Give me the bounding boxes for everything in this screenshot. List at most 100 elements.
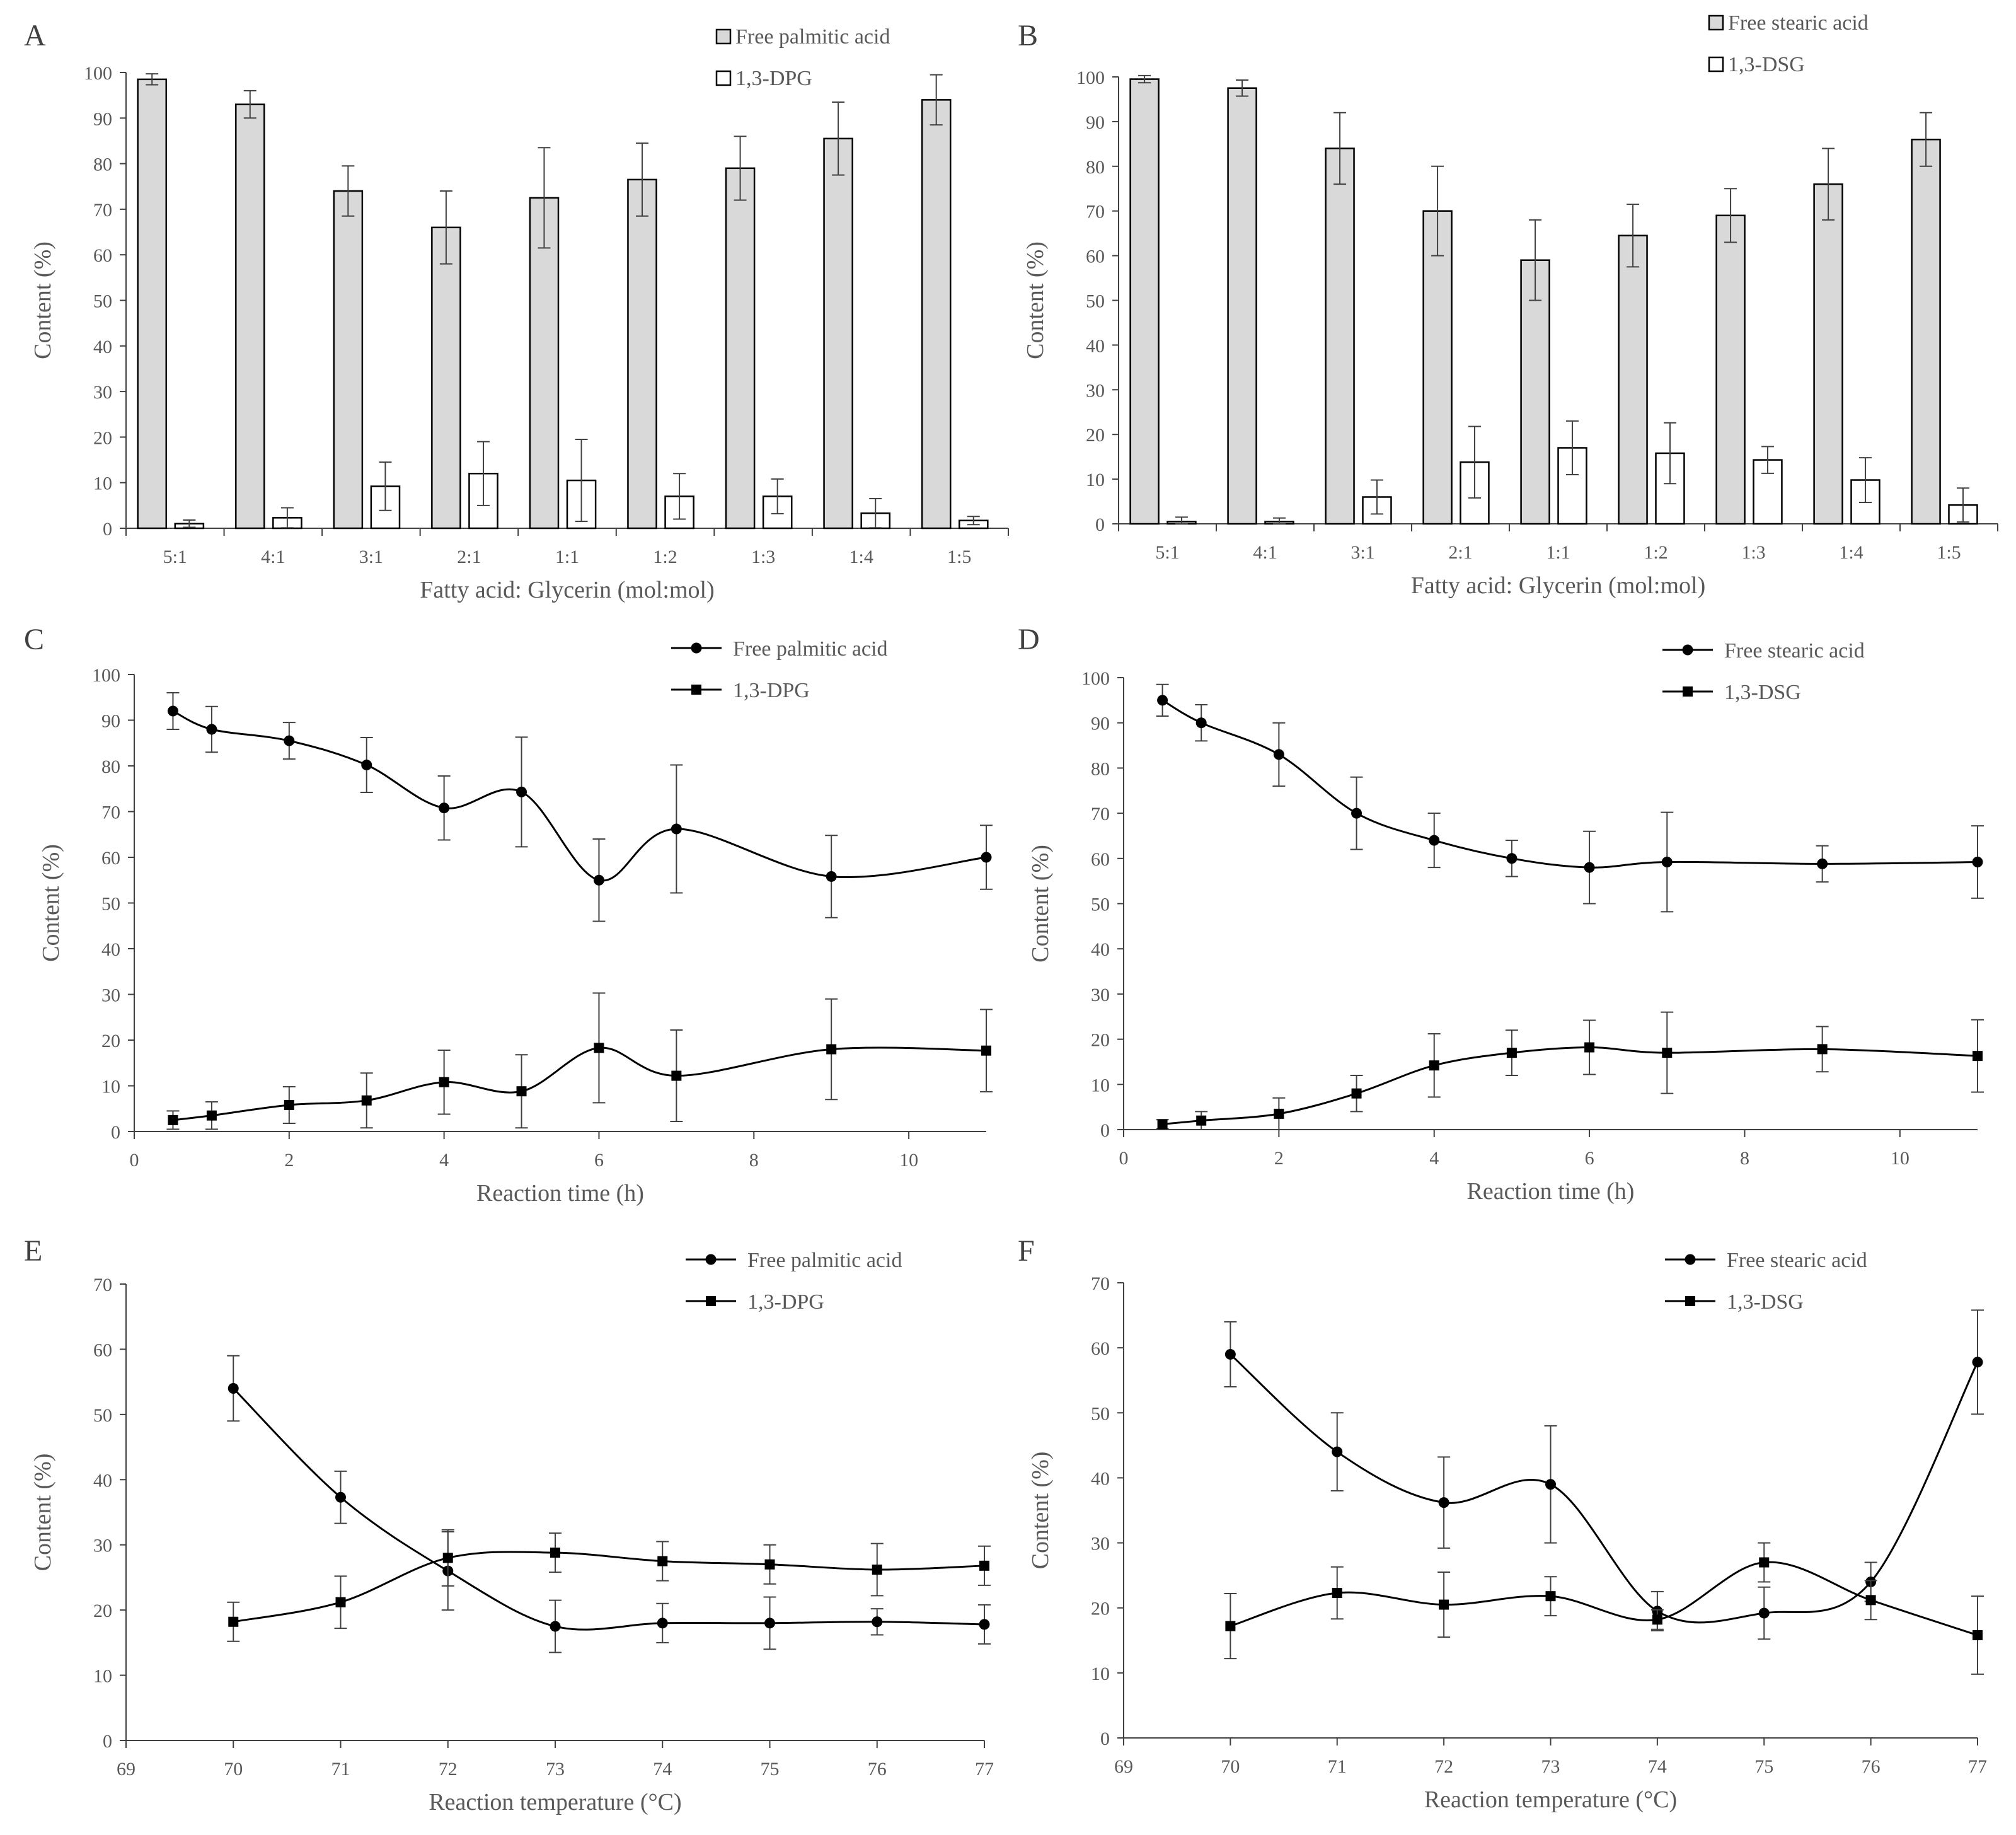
data-point-circle [1972, 1357, 1983, 1368]
x-tick-label: 73 [1541, 1756, 1560, 1777]
x-tick-label: 1:4 [1839, 542, 1863, 563]
y-tick-label: 60 [1091, 849, 1110, 870]
y-tick-label: 30 [93, 1536, 112, 1556]
legend-marker [706, 1296, 716, 1306]
y-tick-label: 30 [101, 985, 120, 1006]
bar-diglyceride [1655, 452, 1685, 525]
x-tick-label: 2:1 [1448, 542, 1472, 563]
bar-free-acid [823, 137, 853, 530]
legend-marker [691, 685, 701, 695]
bar-free-acid [1715, 214, 1746, 525]
data-point-circle [1972, 857, 1983, 868]
bar-free-acid [1422, 210, 1453, 525]
y-axis-title: Content (%) [1027, 845, 1054, 963]
y-tick-label: 100 [1076, 67, 1105, 88]
panel-label: A [24, 19, 46, 52]
data-point-circle [1157, 695, 1168, 706]
data-point-circle [516, 786, 527, 797]
y-tick-label: 70 [101, 802, 120, 823]
x-tick-label: 1:1 [555, 547, 579, 567]
y-tick-label: 0 [111, 1122, 120, 1143]
y-tick-label: 20 [1086, 425, 1105, 446]
data-point-circle [1545, 1479, 1556, 1490]
data-point-circle [1429, 835, 1440, 846]
x-tick-label: 4:1 [1253, 542, 1277, 563]
legend-swatch [715, 28, 732, 45]
bar-free-acid [1129, 78, 1160, 525]
data-point-square [1196, 1115, 1207, 1126]
y-axis-title: Content (%) [30, 241, 56, 359]
data-point-square [1274, 1108, 1284, 1119]
x-tick-label: 5:1 [163, 547, 187, 567]
y-tick-label: 50 [93, 291, 112, 312]
y-axis-title: Content (%) [1022, 241, 1049, 359]
y-tick-label: 20 [93, 1601, 112, 1621]
x-tick-label: 3:1 [1351, 542, 1374, 563]
legend-label: Free stearic acid [1728, 11, 1869, 35]
x-tick-label: 2 [284, 1150, 294, 1171]
legend-swatch [1708, 56, 1724, 72]
y-tick-label: 70 [1091, 804, 1110, 825]
data-point-square [1225, 1621, 1236, 1631]
data-point-square [764, 1559, 775, 1570]
y-tick-label: 10 [93, 473, 112, 494]
y-tick-label: 50 [101, 894, 120, 915]
series-line-diglyceride [1230, 1561, 1978, 1636]
data-point-square [439, 1077, 449, 1087]
y-tick-label: 50 [1086, 291, 1105, 312]
data-point-square [1973, 1051, 1983, 1062]
x-tick-label: 4:1 [261, 547, 285, 567]
y-tick-label: 40 [93, 1470, 112, 1491]
data-point-circle [1273, 749, 1284, 760]
x-axis-title: Reaction temperature (°C) [429, 1789, 681, 1815]
y-tick-label: 80 [93, 154, 112, 175]
y-axis-title: Content (%) [1027, 1452, 1054, 1570]
data-point-circle [1506, 853, 1518, 864]
y-tick-label: 20 [1091, 1599, 1110, 1619]
data-point-circle [1661, 857, 1673, 868]
data-point-square [1584, 1042, 1595, 1053]
y-tick-label: 20 [101, 1031, 120, 1051]
y-axis-title: Content (%) [38, 844, 64, 962]
y-tick-label: 80 [101, 756, 120, 777]
data-point-circle [872, 1616, 883, 1628]
y-tick-label: 40 [93, 337, 112, 357]
data-point-square [516, 1086, 527, 1097]
data-point-circle [979, 1619, 990, 1630]
y-tick-label: 30 [1091, 985, 1110, 1005]
data-point-square [981, 1045, 991, 1056]
x-tick-label: 0 [130, 1150, 139, 1171]
x-tick-label: 10 [899, 1150, 918, 1171]
y-tick-label: 40 [1086, 335, 1105, 356]
bar-free-acid [1227, 87, 1257, 525]
x-tick-label: 1:2 [653, 547, 677, 567]
data-point-circle [671, 823, 682, 835]
legend-label: 1,3-DPG [735, 67, 812, 90]
y-tick-label: 90 [1086, 112, 1105, 133]
y-tick-label: 80 [1091, 758, 1110, 779]
x-tick-label: 1:4 [849, 547, 873, 567]
y-tick-label: 90 [1091, 714, 1110, 734]
x-tick-label: 75 [761, 1759, 780, 1780]
data-point-square [335, 1597, 346, 1607]
x-tick-label: 2:1 [457, 547, 481, 567]
data-point-square [1865, 1595, 1876, 1606]
bar-free-acid [333, 190, 364, 530]
series-line-free-acid [1161, 699, 1978, 869]
data-point-square [1662, 1048, 1673, 1058]
x-tick-label: 72 [1434, 1756, 1453, 1777]
y-tick-label: 20 [1091, 1030, 1110, 1051]
x-tick-label: 1:5 [947, 547, 971, 567]
x-axis-title: Reaction time (h) [476, 1180, 644, 1207]
y-tick-label: 30 [93, 382, 112, 403]
legend-marker [1685, 1254, 1696, 1265]
legend-label: Free stearic acid [1727, 1249, 1867, 1272]
y-tick-label: 70 [93, 1275, 112, 1295]
data-point-square [1973, 1630, 1983, 1641]
data-point-square [872, 1565, 882, 1575]
data-point-circle [826, 871, 837, 882]
y-tick-label: 40 [101, 939, 120, 960]
legend-swatch [1708, 14, 1724, 31]
y-tick-label: 10 [1086, 470, 1105, 490]
